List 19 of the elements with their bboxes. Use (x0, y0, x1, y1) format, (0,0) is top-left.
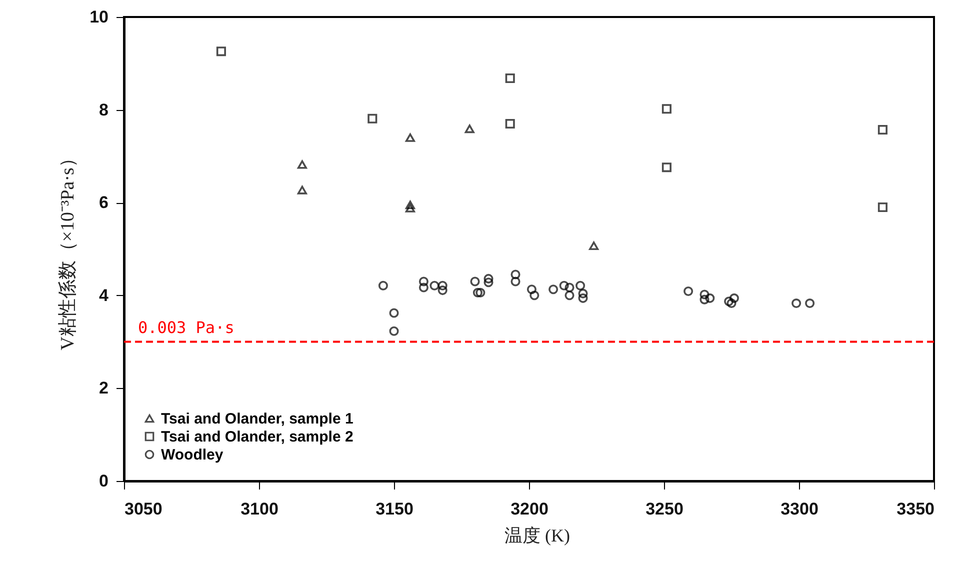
x-tick-label: 3150 (376, 500, 414, 518)
y-tick-label: 4 (99, 286, 110, 305)
ref-line-label: 0.003 Pa·s (138, 318, 234, 337)
y-tick-label: 0 (99, 472, 108, 490)
x-tick-label: 3100 (240, 500, 278, 518)
x-tick-label: 3250 (646, 500, 684, 518)
x-tick-label: 3200 (510, 500, 548, 518)
x-tick-label: 3350 (896, 500, 934, 518)
x-axis-title: 温度 (K) (504, 526, 570, 546)
y-tick-label: 2 (99, 378, 108, 398)
legend-label: Tsai and Olander, sample 2 (161, 428, 354, 446)
legend-label: Tsai and Olander, sample 1 (161, 410, 354, 428)
x-tick-label: 3050 (124, 500, 162, 518)
legend-label: Woodley (161, 446, 224, 464)
y-tick-label: 10 (90, 8, 108, 26)
y-tick-label: 8 (99, 100, 108, 120)
y-tick-label: 6 (99, 193, 108, 212)
x-tick-label: 3300 (780, 500, 818, 518)
y-axis-title: V粘性係数（×10⁻³Pa·s） (58, 148, 79, 350)
